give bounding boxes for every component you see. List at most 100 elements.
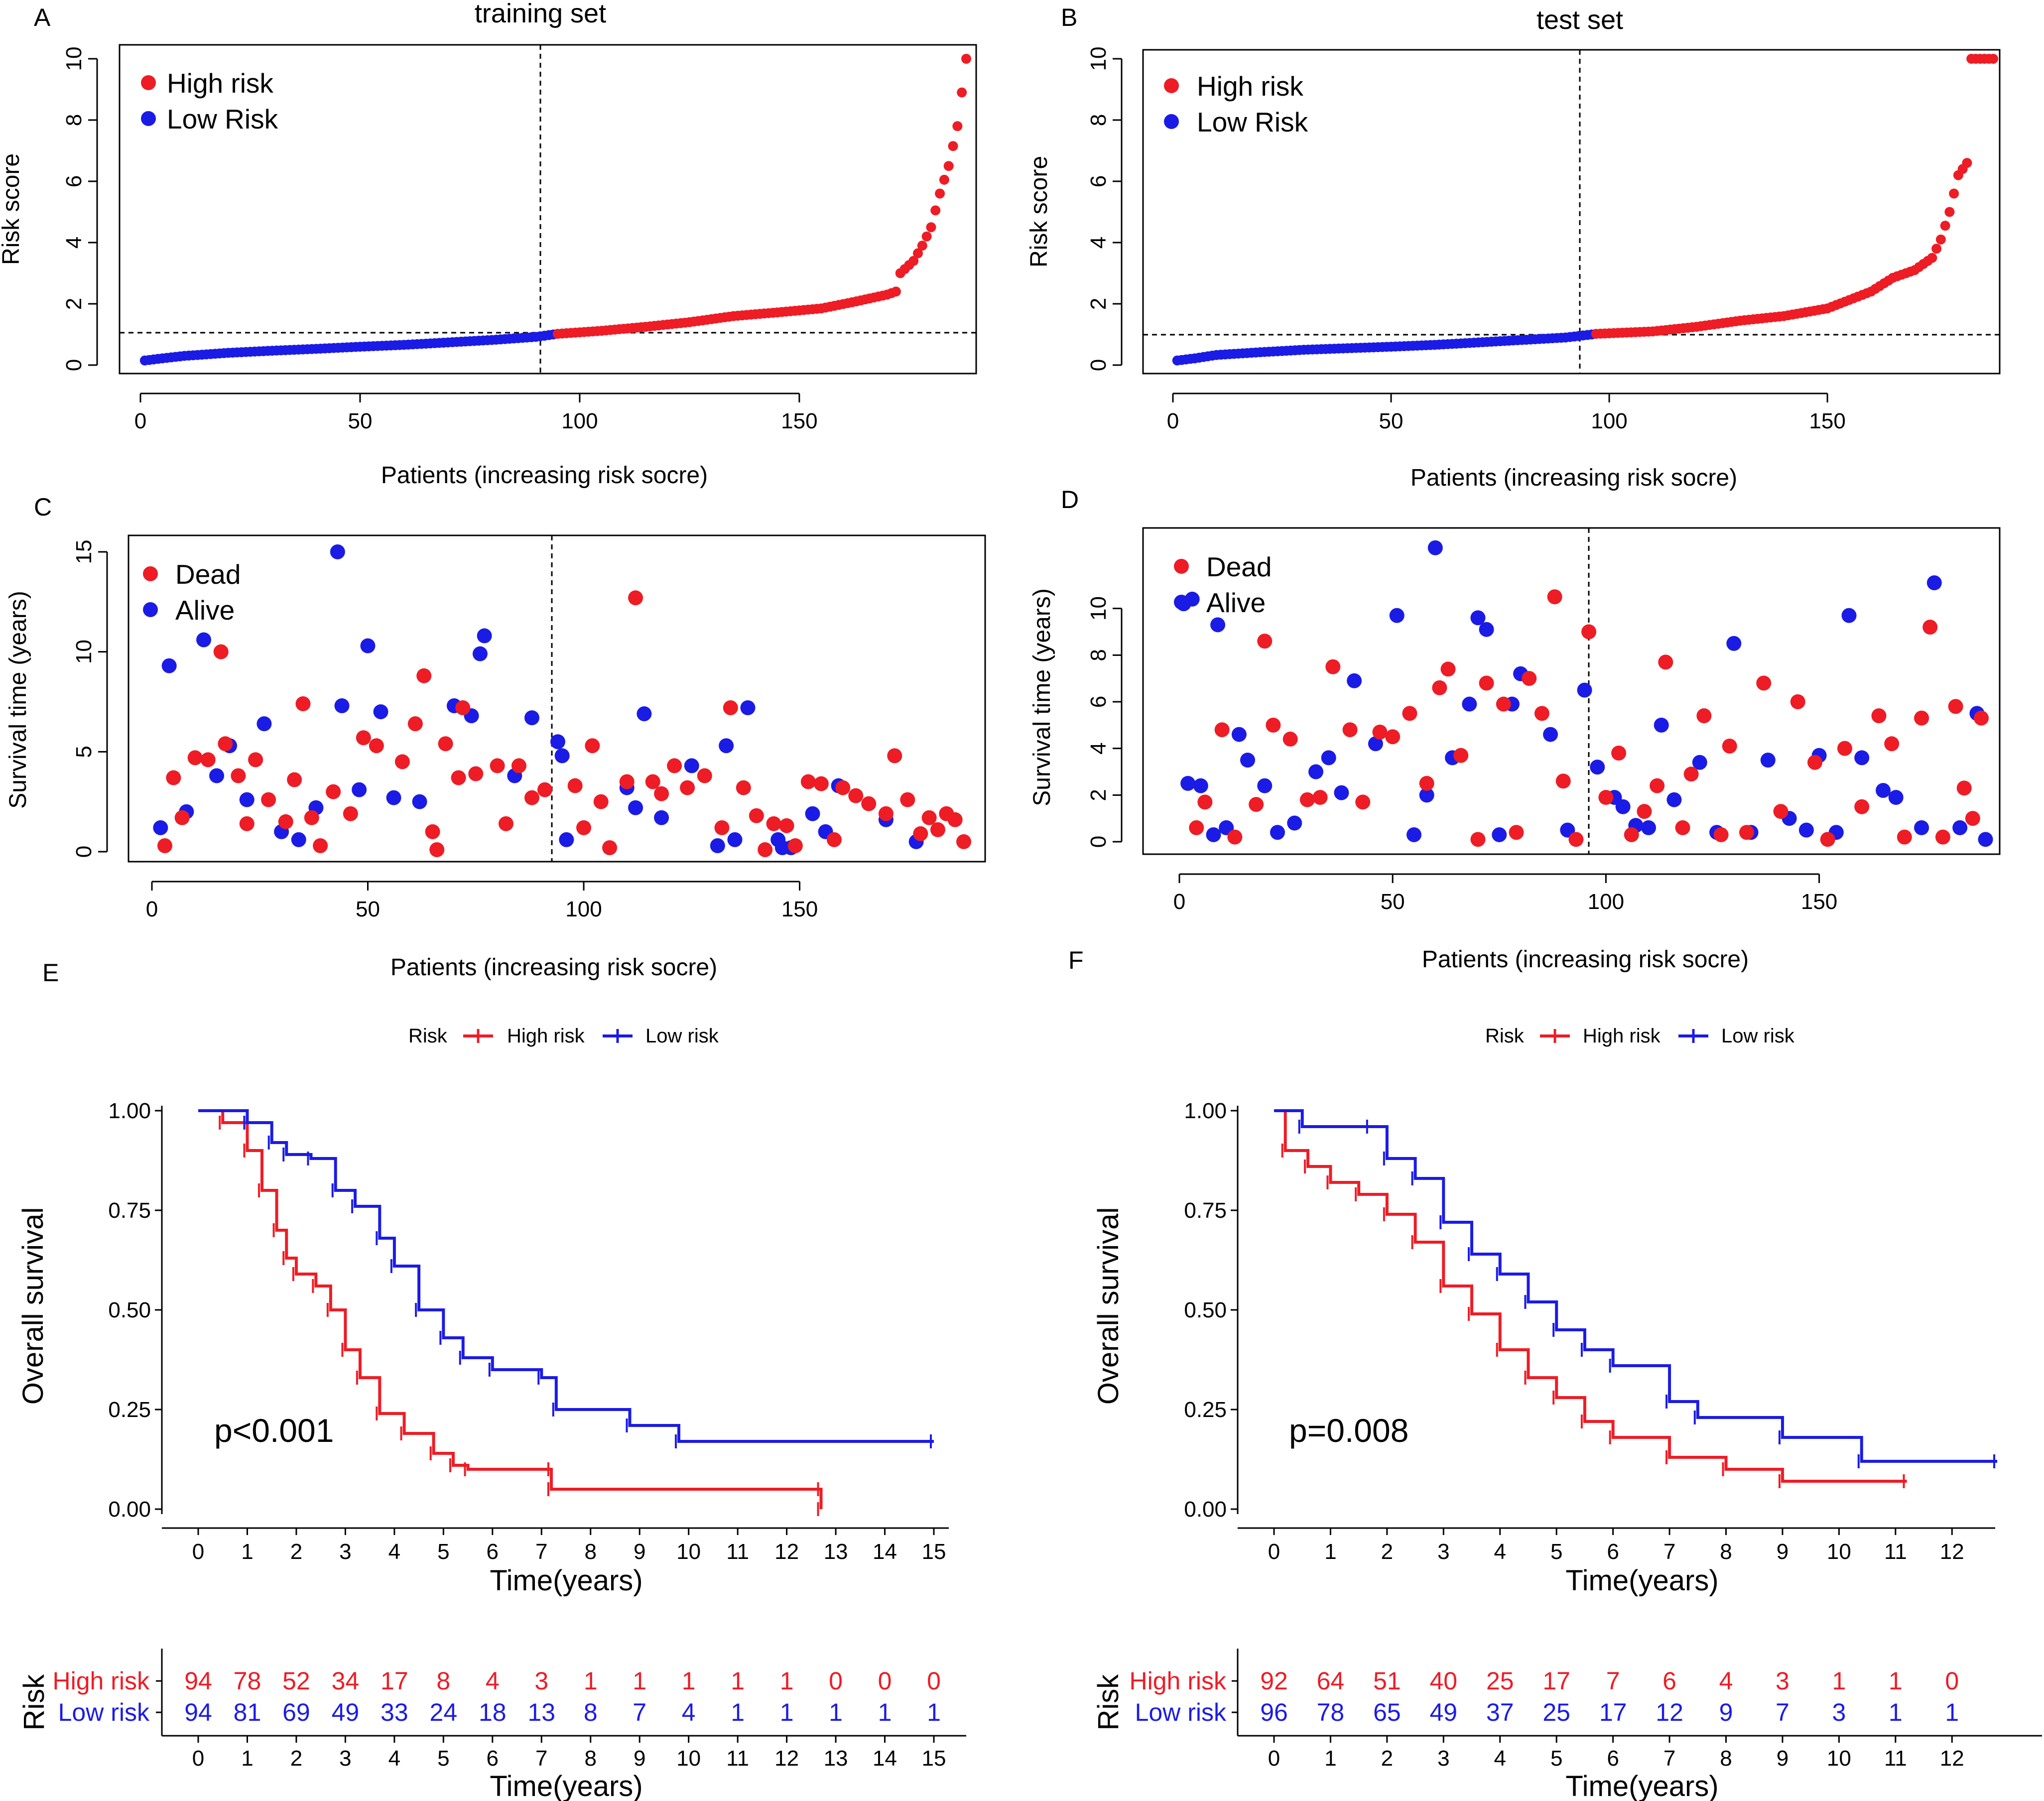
chart-e-xtick-label: 10	[676, 1540, 701, 1564]
chart-c-point	[174, 810, 190, 825]
chart-e-table-row-label: Low risk	[58, 1698, 150, 1726]
chart-a-ytick-label: 2	[62, 298, 86, 310]
chart-d-point	[1270, 825, 1285, 840]
chart-e-table-cell: 1	[927, 1698, 941, 1726]
chart-c-point	[472, 646, 488, 661]
chart-a-legend-high: High risk	[167, 68, 273, 99]
chart-c-point	[723, 700, 738, 716]
chart-c-point	[848, 788, 864, 803]
chart-c-point	[714, 820, 730, 835]
chart-a-point	[939, 174, 949, 185]
chart-c-point	[451, 770, 466, 785]
chart-d-point	[1368, 736, 1383, 752]
chart-e-xtick-label: 6	[487, 1540, 499, 1564]
chart-d-point	[1321, 750, 1336, 766]
chart-c-point	[719, 738, 734, 754]
chart-f-ytick-label: 0.25	[1184, 1398, 1227, 1422]
chart-b-point	[1931, 244, 1942, 254]
chart-b-legend-low-marker	[1164, 114, 1179, 129]
chart-f-table-xtick-label: 0	[1268, 1746, 1280, 1771]
chart-c-point	[330, 544, 345, 559]
chart-e-curves	[198, 1109, 934, 1516]
chart-b-point	[1940, 221, 1950, 231]
chart-d-point	[1547, 589, 1562, 605]
chart-d-point	[1650, 778, 1665, 793]
chart-c-point	[256, 716, 272, 732]
chart-f-table-xtick-label: 1	[1324, 1746, 1336, 1771]
chart-f-table-cell: 3	[1776, 1667, 1789, 1695]
chart-d-point	[1193, 778, 1208, 793]
chart-d-point	[1837, 741, 1852, 756]
chart-e-xtick-label: 14	[873, 1540, 897, 1564]
chart-f-legend-high: High risk	[1583, 1025, 1661, 1047]
chart-c-point	[766, 816, 781, 831]
chart-f-table-title: Risk	[1092, 1674, 1125, 1731]
chart-e-xtick-label: 0	[192, 1540, 204, 1564]
chart-d-point	[1675, 820, 1690, 835]
chart-c-point	[356, 730, 371, 746]
chart-c-point	[537, 782, 552, 797]
chart-f-table-xtick-label: 5	[1550, 1746, 1562, 1771]
chart-a: training set 0 50 100 150 0 2 4 6 8 10 Risk score…	[0, 0, 977, 489]
chart-e-table-xtick-label: 12	[774, 1746, 799, 1771]
chart-e-table-cell: 34	[332, 1667, 360, 1695]
chart-c-point	[425, 824, 440, 839]
chart-e-table-cell: 94	[184, 1667, 212, 1695]
chart-d-point	[1871, 708, 1887, 724]
chart-e-table-xlabel: Time(years)	[490, 1770, 642, 1801]
chart-e-xtick-label: 8	[584, 1540, 596, 1564]
chart-c-point	[800, 774, 816, 789]
chart-e-table-cell: 1	[584, 1667, 598, 1695]
chart-f-table-cell: 12	[1656, 1698, 1683, 1726]
chart-b-point	[1927, 253, 1937, 263]
chart-f-xtick-label: 12	[1940, 1540, 1964, 1564]
chart-a-point	[891, 286, 901, 297]
chart-c-point	[710, 838, 725, 853]
chart-f-table-row-label: Low risk	[1135, 1698, 1227, 1726]
chart-d-point	[1658, 654, 1673, 670]
chart-a-points	[139, 54, 971, 366]
chart-f-table-cell: 4	[1719, 1667, 1733, 1695]
chart-e-xtick-label: 2	[290, 1540, 302, 1564]
chart-f-table-cell: 7	[1776, 1698, 1789, 1726]
chart-c-point	[416, 668, 432, 683]
chart-a-point	[921, 231, 932, 242]
chart-c-point	[779, 818, 794, 833]
chart-a-ytick-label: 6	[62, 175, 86, 187]
chart-f-xtick-label: 1	[1324, 1540, 1336, 1564]
chart-c-point	[468, 766, 484, 781]
chart-d-point	[1820, 832, 1835, 847]
chart-d-ytick-label: 10	[1086, 596, 1111, 621]
chart-f-table-xtick-label: 12	[1940, 1746, 1964, 1771]
chart-d-point	[1496, 696, 1511, 712]
chart-d-point	[1739, 825, 1754, 840]
chart-a-ylabel: Risk score	[0, 153, 24, 265]
chart-c-point	[749, 808, 764, 823]
chart-c-point	[477, 628, 492, 643]
chart-d-legend-alive: Alive	[1206, 587, 1266, 618]
chart-c-point	[900, 792, 915, 807]
chart-b-legend-low: Low Risk	[1197, 107, 1308, 137]
chart-d-point	[1888, 790, 1904, 805]
chart-b: test set 0 50 100 150 0 2 4 6 8 10 Risk score Pat…	[1026, 5, 2001, 491]
chart-c-point	[602, 840, 618, 855]
chart-d-point	[1427, 540, 1443, 555]
chart-b-xtick-label: 50	[1379, 409, 1404, 433]
chart-c-xtick-label: 100	[565, 897, 602, 921]
chart-c-point	[813, 776, 829, 791]
chart-e-table-cell: 1	[731, 1698, 745, 1726]
chart-d-point	[1884, 736, 1900, 752]
chart-d-point	[1432, 680, 1447, 695]
chart-a-xlabel: Patients (increasing risk socre)	[381, 462, 708, 489]
chart-d-point	[1299, 792, 1315, 807]
chart-c-point	[438, 736, 453, 752]
chart-f-ytick-label: 0.50	[1184, 1298, 1227, 1322]
chart-d-point	[1402, 706, 1417, 721]
chart-c-point	[261, 792, 276, 807]
chart-c-point	[576, 820, 592, 835]
chart-d-xlabel: Patients (increasing risk socre)	[1422, 946, 1749, 973]
chart-e-xtick-label: 11	[726, 1540, 749, 1564]
chart-d-legend-alive-marker	[1174, 595, 1189, 610]
chart-e-xtick-label: 15	[922, 1540, 946, 1564]
